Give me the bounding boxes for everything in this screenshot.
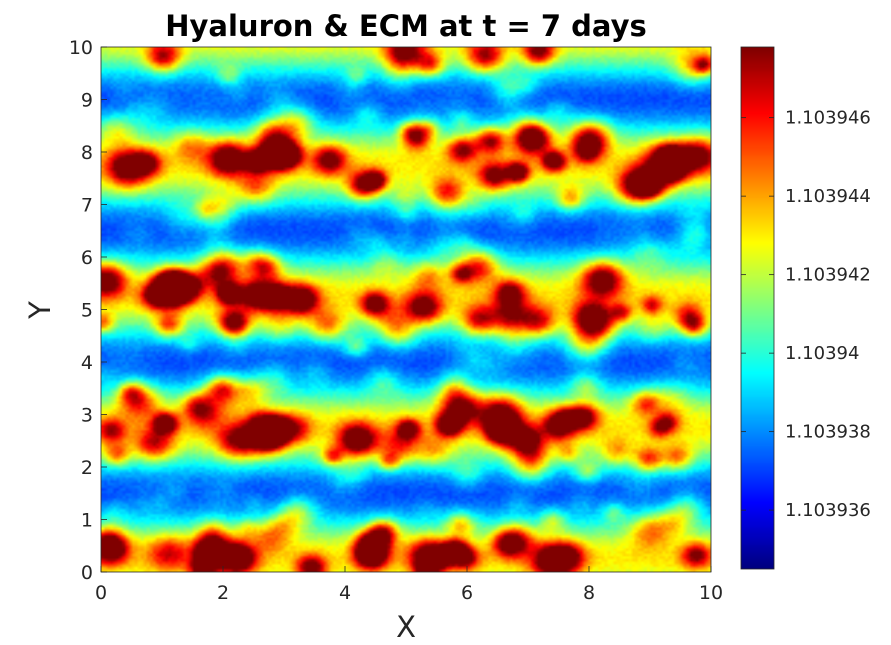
y-tick-label: 5: [81, 300, 93, 322]
y-tick-label: 3: [81, 405, 93, 427]
chart-title: Hyaluron & ECM at t = 7 days: [165, 9, 647, 43]
colorbar-tick-label: 1.103942: [785, 265, 871, 286]
plot-area: [100, 46, 712, 573]
x-tick-label: 0: [95, 582, 107, 604]
colorbar: 1.103936 1.103938 1.10394 1.103942 1.103944 1…: [740, 46, 871, 570]
x-axis: 0 2 4 6 8 10: [95, 566, 723, 604]
colorbar-tick-label: 1.103946: [785, 108, 871, 129]
x-tick-label: 6: [461, 582, 473, 604]
y-tick-label: 8: [81, 142, 93, 164]
y-axis-label: Y: [23, 301, 57, 320]
y-tick-label: 0: [81, 562, 93, 584]
x-axis-label: X: [396, 610, 416, 644]
colorbar-tick-label: 1.103944: [785, 186, 871, 207]
y-axis: 0 1 2 3 4 5 6 7 8 9 10: [69, 37, 107, 584]
colorbar-gradient: [741, 47, 774, 569]
x-tick-label: 4: [339, 582, 351, 604]
colorbar-frame: [740, 46, 775, 570]
colorbar-tick-label: 1.103936: [785, 500, 871, 521]
y-tick-label: 10: [69, 37, 93, 59]
x-tick-label: 2: [217, 582, 229, 604]
y-tick-label: 4: [81, 352, 93, 374]
colorbar-tick-label: 1.103938: [785, 422, 871, 443]
heatmap-image: [101, 47, 711, 572]
y-tick-label: 1: [81, 510, 93, 532]
y-tick-label: 6: [81, 247, 93, 269]
y-tick-label: 7: [81, 195, 93, 217]
y-tick-label: 9: [81, 90, 93, 112]
colorbar-tick-label: 1.10394: [785, 343, 859, 364]
y-tick-label: 2: [81, 457, 93, 479]
colorbar-ticks: 1.103936 1.103938 1.10394 1.103942 1.103944 1…: [741, 108, 871, 521]
x-tick-label: 10: [699, 582, 723, 604]
x-tick-label: 8: [583, 582, 595, 604]
